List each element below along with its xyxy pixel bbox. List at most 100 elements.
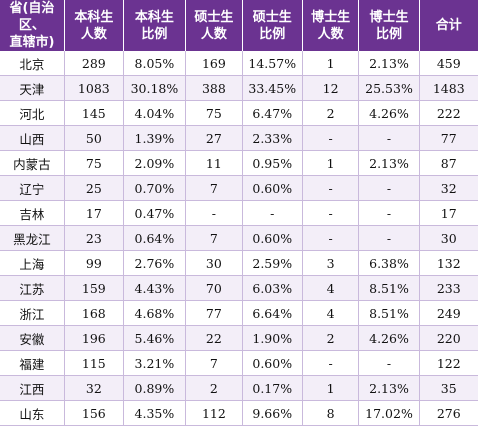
cell-province: 山西 xyxy=(0,125,65,151)
cell-doctoral-count: 3 xyxy=(302,250,360,276)
header-doctoral-ratio-line-2: 比例 xyxy=(375,26,402,42)
cell-province: 河北 xyxy=(0,100,65,126)
cell-doctoral-ratio: 8.51% xyxy=(358,300,420,326)
cell-undergrad-count: 168 xyxy=(64,300,124,326)
table-header: 省(自治区、 直辖市) 本科生 人数 本科生 比例 硕士生 人数 硕士生 比 xyxy=(0,0,478,51)
cell-undergrad-count: 50 xyxy=(64,125,124,151)
cell-province: 内蒙古 xyxy=(0,150,65,176)
header-undergrad-ratio-line-1: 本科生 xyxy=(134,9,174,25)
table-row: 内蒙古 75 2.09% 11 0.95% 1 2.13% 87 xyxy=(0,150,478,176)
cell-province: 江西 xyxy=(0,375,65,401)
cell-province: 吉林 xyxy=(0,200,65,226)
cell-undergrad-count: 115 xyxy=(64,350,124,376)
cell-total: 17 xyxy=(419,200,478,226)
header-doctoral-count: 博士生 人数 xyxy=(302,0,360,51)
header-total: 合计 xyxy=(419,0,478,51)
cell-undergrad-ratio: 4.68% xyxy=(123,300,187,326)
cell-doctoral-ratio: - xyxy=(358,175,420,201)
cell-undergrad-count: 99 xyxy=(64,250,124,276)
cell-doctoral-ratio: 4.26% xyxy=(358,325,420,351)
cell-master-count: 7 xyxy=(185,225,243,251)
cell-undergrad-count: 196 xyxy=(64,325,124,351)
cell-undergrad-ratio: 1.39% xyxy=(123,125,187,151)
header-doctoral-ratio: 博士生 比例 xyxy=(358,0,420,51)
header-master-count-line-2: 人数 xyxy=(200,26,227,42)
header-doctoral-count-line-2: 人数 xyxy=(317,26,344,42)
table-row: 浙江 168 4.68% 77 6.64% 4 8.51% 249 xyxy=(0,300,478,326)
cell-master-count: 70 xyxy=(185,275,243,301)
cell-master-count: 2 xyxy=(185,375,243,401)
cell-undergrad-count: 17 xyxy=(64,200,124,226)
cell-undergrad-ratio: 4.43% xyxy=(123,275,187,301)
header-master-ratio-line-1: 硕士生 xyxy=(252,9,292,25)
cell-doctoral-ratio: - xyxy=(358,125,420,151)
cell-master-ratio: 1.90% xyxy=(242,325,303,351)
cell-master-count: 112 xyxy=(185,400,243,426)
header-undergrad-ratio-line-2: 比例 xyxy=(141,26,168,42)
header-doctoral-ratio-line-1: 博士生 xyxy=(369,9,409,25)
cell-province: 北京 xyxy=(0,51,65,76)
cell-doctoral-ratio: - xyxy=(358,200,420,226)
cell-doctoral-count: 2 xyxy=(302,325,360,351)
cell-province: 安徽 xyxy=(0,325,65,351)
table-row: 吉林 17 0.47% - - - -17 xyxy=(0,200,478,226)
cell-province: 福建 xyxy=(0,350,65,376)
cell-undergrad-ratio: 2.76% xyxy=(123,250,187,276)
cell-total: 35 xyxy=(419,375,478,401)
table-row: 北京 289 8.05% 169 14.57% 1 2.13% 459 xyxy=(0,51,478,76)
table-row: 黑龙江 23 0.64% 7 0.60% - -30 xyxy=(0,225,478,251)
cell-doctoral-count: 4 xyxy=(302,275,360,301)
cell-doctoral-count: 2 xyxy=(302,100,360,126)
cell-undergrad-ratio: 8.05% xyxy=(123,51,187,76)
cell-province: 江苏 xyxy=(0,275,65,301)
cell-doctoral-ratio: - xyxy=(358,350,420,376)
cell-master-count: 30 xyxy=(185,250,243,276)
header-undergrad-count-line-2: 人数 xyxy=(80,26,107,42)
cell-undergrad-ratio: 4.35% xyxy=(123,400,187,426)
header-province: 省(自治区、 直辖市) xyxy=(0,0,65,51)
cell-doctoral-count: 1 xyxy=(302,375,360,401)
cell-undergrad-ratio: 0.70% xyxy=(123,175,187,201)
cell-undergrad-ratio: 3.21% xyxy=(123,350,187,376)
table-row: 江西 32 0.89% 2 0.17% 1 2.13% 35 xyxy=(0,375,478,401)
cell-master-count: 169 xyxy=(185,51,243,76)
cell-undergrad-ratio: 4.04% xyxy=(123,100,187,126)
cell-master-ratio: 6.64% xyxy=(242,300,303,326)
cell-master-ratio: 33.45% xyxy=(242,75,303,101)
table-row: 安徽 196 5.46% 22 1.90% 2 4.26% 220 xyxy=(0,325,478,351)
table-row: 江苏 159 4.43% 70 6.03% 4 8.51% 233 xyxy=(0,275,478,301)
cell-doctoral-count: - xyxy=(302,350,360,376)
cell-master-ratio: 0.60% xyxy=(242,350,303,376)
table-row: 福建 115 3.21% 7 0.60% - -122 xyxy=(0,350,478,376)
header-province-line-1: 省(自治区、 xyxy=(9,1,55,33)
cell-doctoral-ratio: 2.13% xyxy=(358,51,420,76)
cell-undergrad-count: 159 xyxy=(64,275,124,301)
cell-undergrad-ratio: 30.18% xyxy=(123,75,187,101)
cell-doctoral-ratio: 25.53% xyxy=(358,75,420,101)
header-doctoral-count-line-1: 博士生 xyxy=(311,9,351,25)
cell-total: 233 xyxy=(419,275,478,301)
table-row: 上海 99 2.76% 30 2.59% 3 6.38% 132 xyxy=(0,250,478,276)
cell-doctoral-count: - xyxy=(302,200,360,226)
cell-total: 459 xyxy=(419,51,478,76)
cell-undergrad-ratio: 2.09% xyxy=(123,150,187,176)
cell-master-ratio: 9.66% xyxy=(242,400,303,426)
cell-undergrad-ratio: 5.46% xyxy=(123,325,187,351)
cell-total: 1483 xyxy=(419,75,478,101)
cell-doctoral-count: 1 xyxy=(302,150,360,176)
cell-doctoral-ratio: 6.38% xyxy=(358,250,420,276)
cell-master-ratio: - xyxy=(242,200,303,226)
cell-doctoral-count: - xyxy=(302,175,360,201)
cell-master-count: 7 xyxy=(185,175,243,201)
table-row: 河北 145 4.04% 75 6.47% 2 4.26% 222 xyxy=(0,100,478,126)
cell-province: 辽宁 xyxy=(0,175,65,201)
cell-doctoral-ratio: - xyxy=(358,225,420,251)
cell-doctoral-count: 4 xyxy=(302,300,360,326)
cell-master-ratio: 14.57% xyxy=(242,51,303,76)
header-row: 省(自治区、 直辖市) 本科生 人数 本科生 比例 硕士生 人数 硕士生 比 xyxy=(0,0,478,51)
cell-total: 30 xyxy=(419,225,478,251)
cell-province: 浙江 xyxy=(0,300,65,326)
cell-undergrad-count: 156 xyxy=(64,400,124,426)
